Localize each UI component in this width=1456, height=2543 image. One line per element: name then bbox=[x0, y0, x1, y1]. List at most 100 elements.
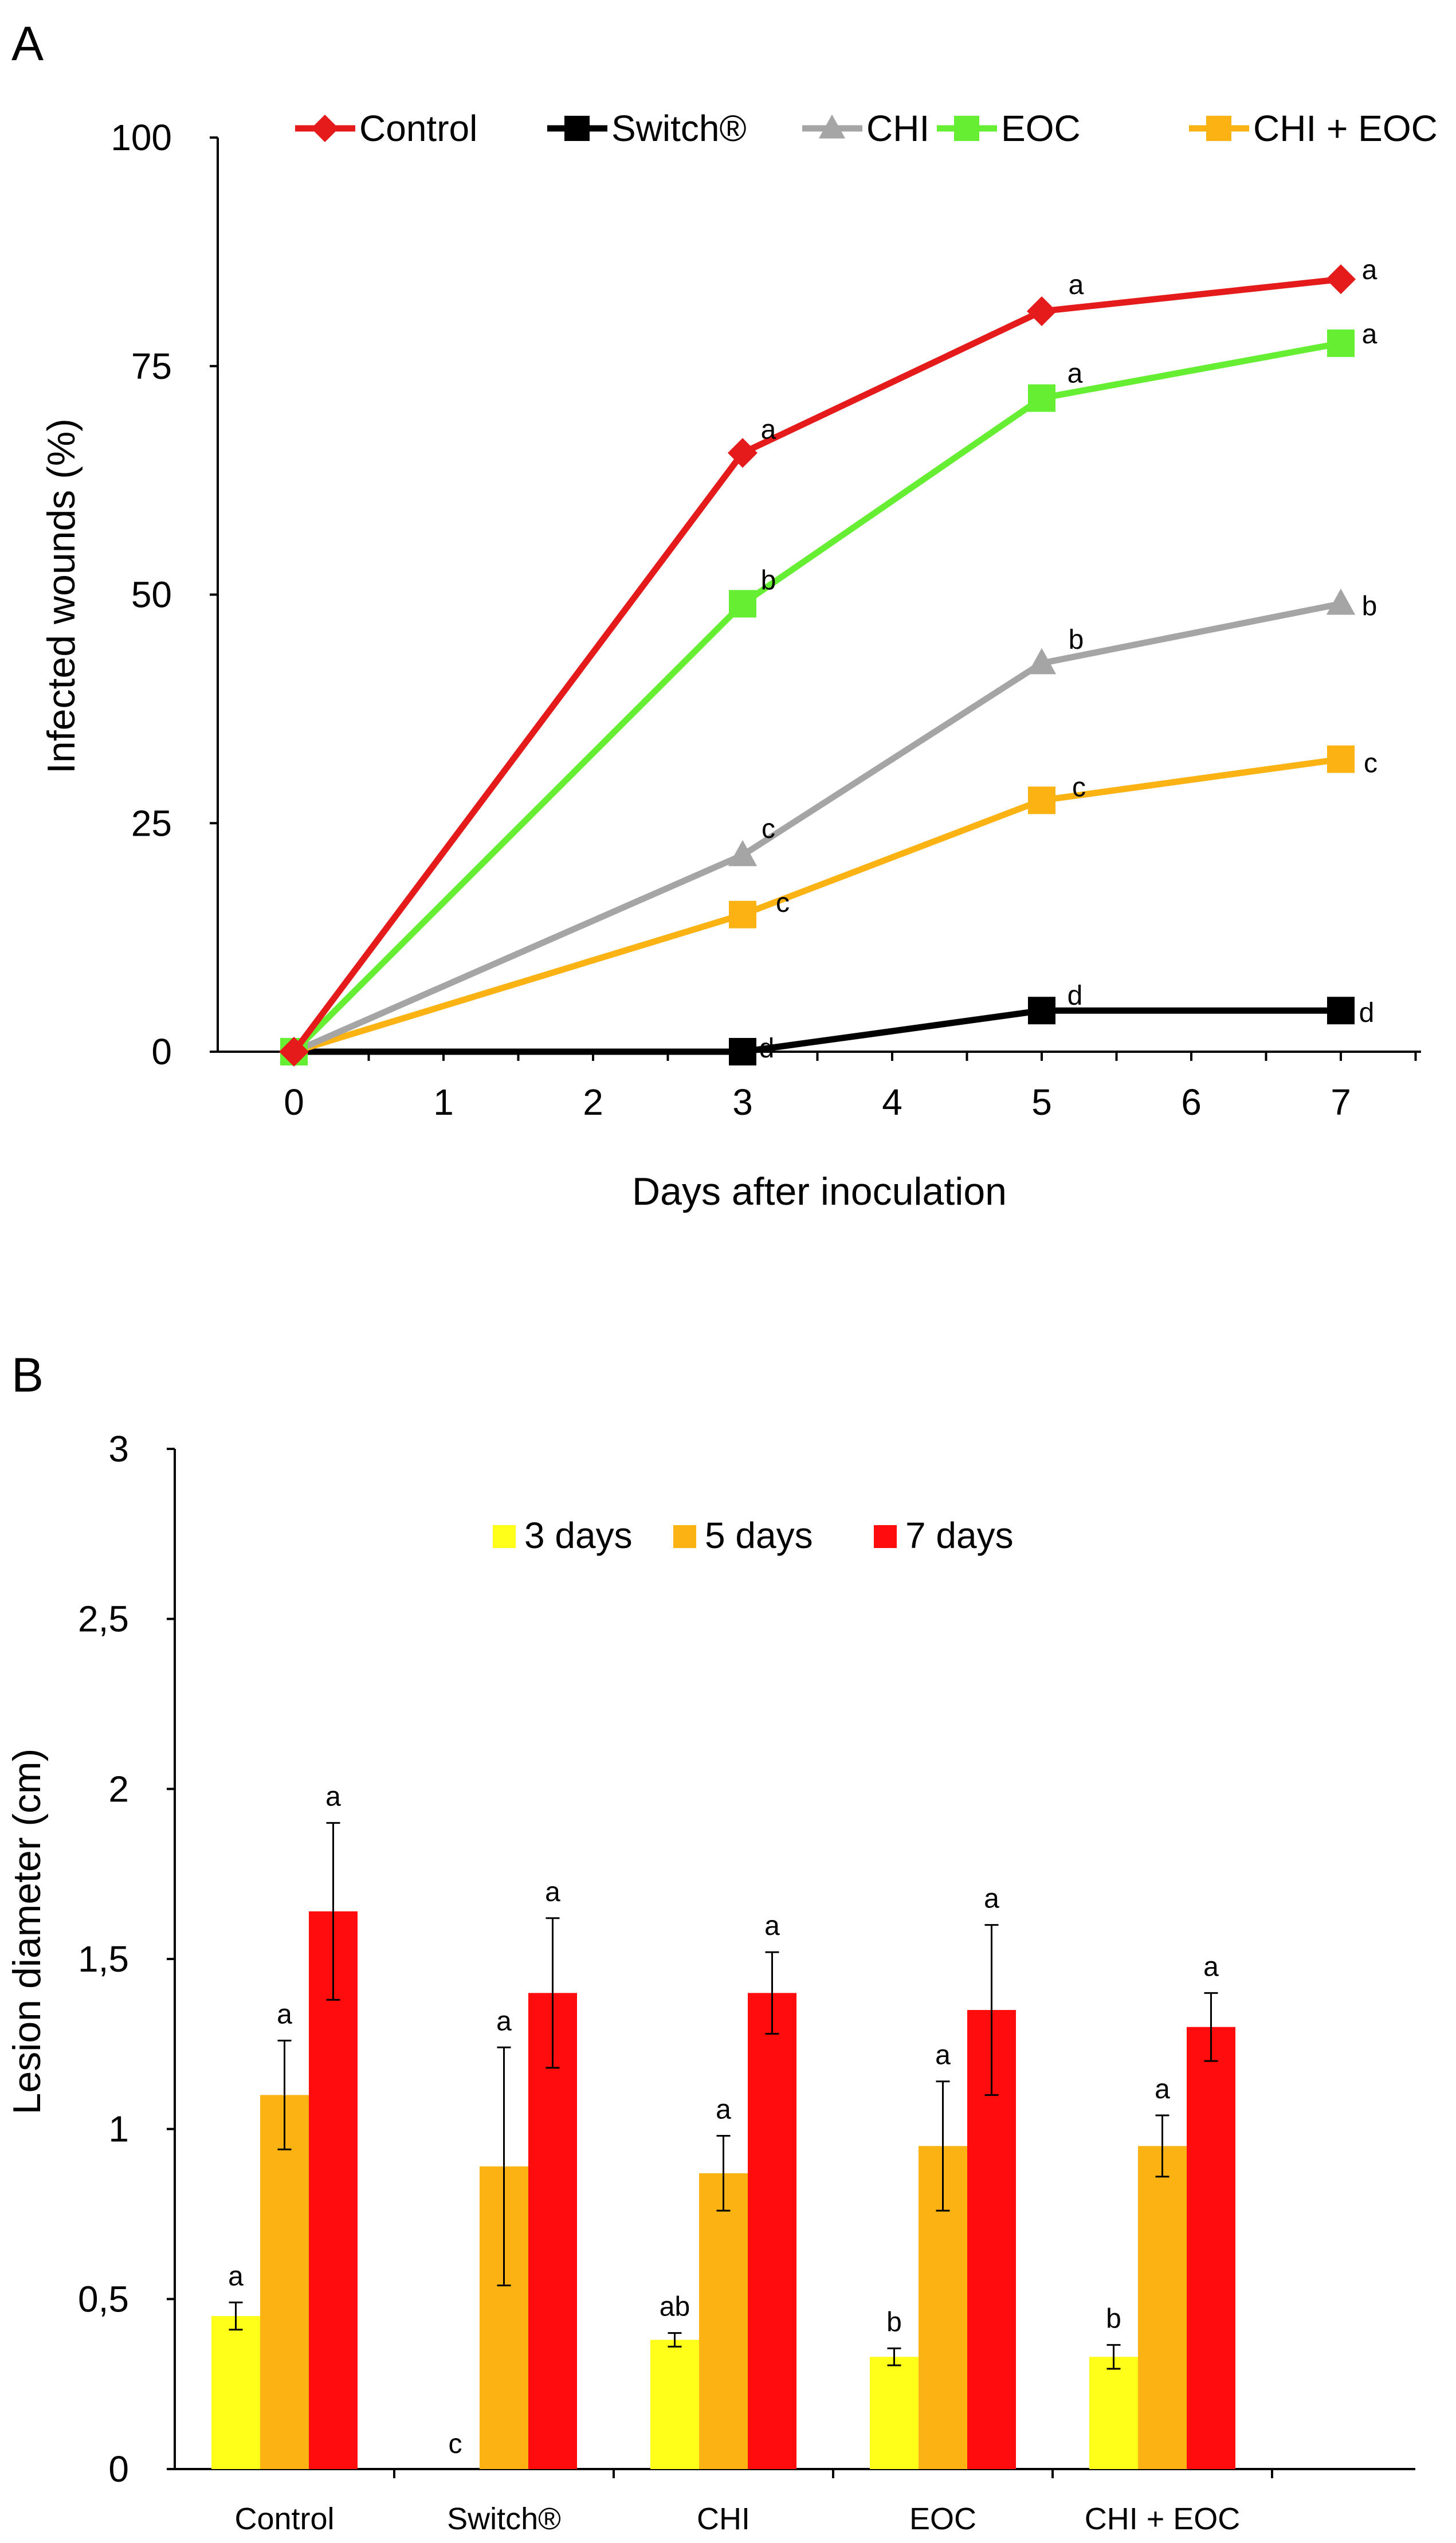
series-line bbox=[292, 601, 1342, 1055]
bar bbox=[260, 2095, 309, 2469]
legend-item: Control bbox=[295, 108, 477, 149]
x-tick-label: 2 bbox=[583, 1082, 603, 1123]
significance-letter: c bbox=[1364, 749, 1377, 779]
significance-letter: d bbox=[1359, 998, 1375, 1028]
y-tick-label: 25 bbox=[131, 802, 172, 844]
legend-label: Switch® bbox=[611, 108, 747, 149]
bar-group-item: ab bbox=[650, 2292, 699, 2469]
significance-letter: a bbox=[496, 2006, 512, 2036]
significance-letter: c bbox=[1072, 772, 1086, 802]
data-point bbox=[1027, 296, 1057, 327]
data-point bbox=[729, 1038, 756, 1065]
series-line bbox=[291, 276, 1341, 1054]
y-tick-label: 75 bbox=[131, 346, 172, 387]
series-control bbox=[279, 264, 1356, 1067]
bar-group-item: a bbox=[528, 1877, 577, 2469]
panel-b-legend: 3 days 5 days 7 days bbox=[493, 1515, 1014, 1556]
bar-group-item: a bbox=[260, 1999, 309, 2469]
significance-letter: a bbox=[1068, 359, 1083, 389]
bar-group-item: b bbox=[1089, 2303, 1138, 2469]
legend-swatch-marker bbox=[564, 116, 590, 141]
bar bbox=[211, 2316, 260, 2469]
significance-letter: b bbox=[761, 565, 776, 595]
significance-letter: c bbox=[762, 814, 775, 844]
bar bbox=[1089, 2357, 1138, 2469]
x-tick-label: 0 bbox=[284, 1082, 304, 1123]
x-tick-label: 6 bbox=[1181, 1082, 1202, 1123]
bar-group-item: a bbox=[1187, 1952, 1235, 2469]
bar bbox=[870, 2357, 919, 2469]
y-tick-label: 2 bbox=[108, 1768, 129, 1809]
bar-group-item: a bbox=[211, 2261, 260, 2469]
legend-label: 7 days bbox=[905, 1515, 1014, 1556]
significance-letter: c bbox=[449, 2429, 462, 2459]
legend-label: 3 days bbox=[524, 1515, 633, 1556]
significance-letter: a bbox=[1155, 2074, 1170, 2105]
significance-letter: b bbox=[886, 2307, 902, 2337]
legend-item: EOC bbox=[937, 108, 1081, 149]
bar bbox=[309, 1911, 358, 2469]
y-tick-label: 100 bbox=[111, 117, 172, 158]
data-point bbox=[1028, 997, 1055, 1025]
data-point bbox=[1028, 384, 1055, 412]
panel-a-x-axis-title: Days after inoculation bbox=[632, 1170, 1007, 1213]
bar-group-item: a bbox=[919, 2040, 967, 2469]
legend-label: EOC bbox=[1001, 108, 1081, 149]
significance-letter: a bbox=[935, 2040, 951, 2071]
y-tick-label: 0 bbox=[151, 1031, 172, 1072]
series-line bbox=[294, 1007, 1341, 1055]
significance-letter: a bbox=[984, 1884, 999, 1914]
bar bbox=[699, 2173, 748, 2469]
significance-letter: c bbox=[776, 888, 790, 918]
data-point bbox=[728, 438, 758, 468]
x-tick-label: 5 bbox=[1031, 1082, 1052, 1123]
data-point bbox=[1327, 329, 1355, 357]
legend-item: 3 days bbox=[493, 1515, 633, 1556]
y-tick-label: 0 bbox=[108, 2448, 129, 2490]
significance-letter: a bbox=[1362, 255, 1377, 285]
panel-a-y-axis-title: Infected wounds (%) bbox=[40, 418, 83, 774]
legend-swatch bbox=[493, 1525, 516, 1548]
bar bbox=[748, 1993, 796, 2469]
legend-label: CHI + EOC bbox=[1253, 108, 1438, 149]
data-point bbox=[279, 1037, 309, 1067]
panel-a-legend: Control Switch® CHI EOC CHI + EOC bbox=[295, 108, 1438, 149]
series-line bbox=[292, 340, 1341, 1054]
significance-letter: a bbox=[277, 1999, 292, 2029]
significance-letter: a bbox=[325, 1782, 341, 1812]
bar-group-item: a bbox=[699, 2095, 748, 2469]
series-line bbox=[293, 756, 1341, 1055]
bar bbox=[1138, 2146, 1187, 2469]
panel-a-letter: A bbox=[11, 17, 44, 70]
data-point bbox=[729, 590, 756, 618]
bar bbox=[650, 2340, 699, 2469]
significance-letter: b bbox=[1069, 625, 1084, 655]
significance-letter: d bbox=[1068, 981, 1083, 1011]
data-point bbox=[1327, 745, 1355, 773]
panel-b-y-axis-title: Lesion diameter (cm) bbox=[5, 1749, 49, 2115]
x-tick-label: 3 bbox=[732, 1082, 753, 1123]
legend-item: CHI bbox=[802, 108, 929, 149]
legend-swatch bbox=[673, 1525, 696, 1548]
category-label: Switch® bbox=[447, 2502, 561, 2536]
bar-group-item: a bbox=[480, 2006, 528, 2469]
bar bbox=[1187, 2027, 1235, 2469]
significance-letter: a bbox=[1069, 270, 1084, 300]
data-point bbox=[729, 900, 756, 928]
bar-group-item: a bbox=[309, 1782, 358, 2469]
bar-group-item: a bbox=[967, 1884, 1016, 2469]
bar-group-item: a bbox=[748, 1911, 796, 2469]
category-label: EOC bbox=[909, 2502, 976, 2536]
data-point bbox=[1326, 264, 1356, 295]
bar bbox=[528, 1993, 577, 2469]
legend-item: 5 days bbox=[673, 1515, 813, 1556]
x-tick-label: 4 bbox=[882, 1082, 902, 1123]
x-tick-label: 7 bbox=[1331, 1082, 1351, 1123]
panel-b-bar-chart: B 0 0,5 1 1,5 2 2,5 3 Control Switch® CHI EOC CHI +… bbox=[5, 1348, 1415, 2536]
data-point bbox=[728, 840, 758, 867]
y-tick-label: 1 bbox=[108, 2109, 129, 2150]
legend-swatch-marker bbox=[1206, 116, 1231, 141]
legend-swatch-marker bbox=[311, 115, 339, 142]
legend-swatch bbox=[874, 1525, 897, 1548]
